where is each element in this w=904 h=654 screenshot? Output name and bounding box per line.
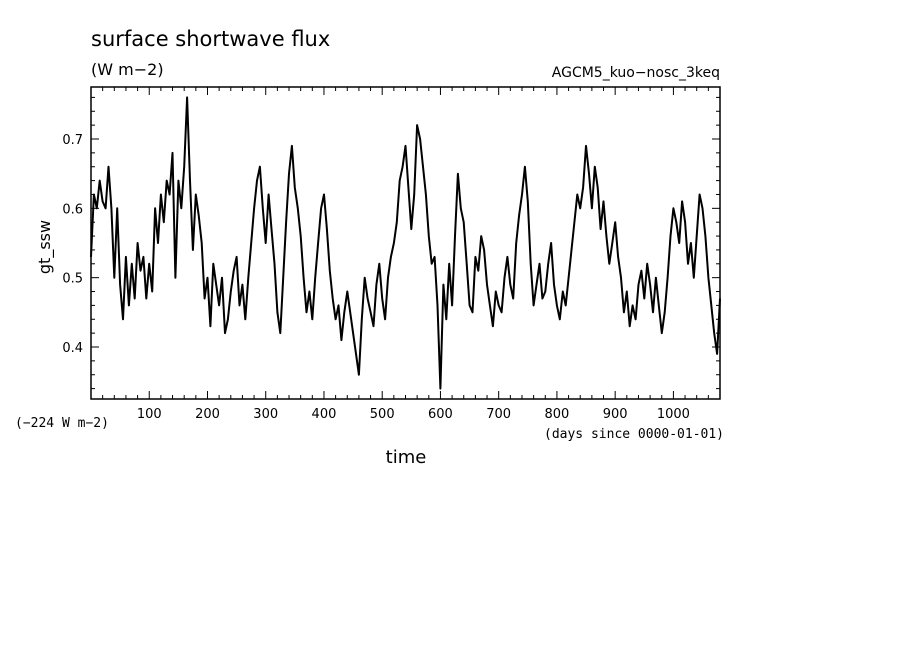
x-tick-label: 700: [486, 407, 511, 422]
x-units-note: (days since 0000-01-01): [544, 427, 724, 442]
y-axis-label: gt_ssw: [35, 220, 55, 274]
x-axis-label: time: [386, 447, 427, 468]
run-label: AGCM5_kuo−nosc_3keq: [552, 65, 720, 81]
x-tick-label: 500: [370, 407, 395, 422]
chart-title: surface shortwave flux: [91, 27, 330, 51]
y-tick-label: 0.7: [62, 133, 83, 148]
plot-frame: [90, 86, 721, 400]
x-tick-label: 200: [195, 407, 220, 422]
units-label: (W m−2): [91, 60, 164, 79]
x-tick-label: 300: [253, 407, 278, 422]
x-tick-label: 900: [603, 407, 628, 422]
y-tick-label: 0.5: [62, 272, 83, 287]
x-tick-label: 400: [312, 407, 337, 422]
x-tick-label: 600: [428, 407, 453, 422]
x-tick-label: 800: [545, 407, 570, 422]
offset-note: (−224 W m−2): [15, 416, 109, 431]
x-tick-label: 100: [137, 407, 162, 422]
x-tick-label: 1000: [657, 407, 690, 422]
series-line: [90, 96, 721, 390]
y-tick-label: 0.4: [62, 341, 83, 356]
y-tick-label: 0.6: [62, 202, 83, 217]
tick-labels: 100 200 300 400 500 600 700 800 900 1000 0.4 0.5 0.6…: [62, 133, 690, 422]
